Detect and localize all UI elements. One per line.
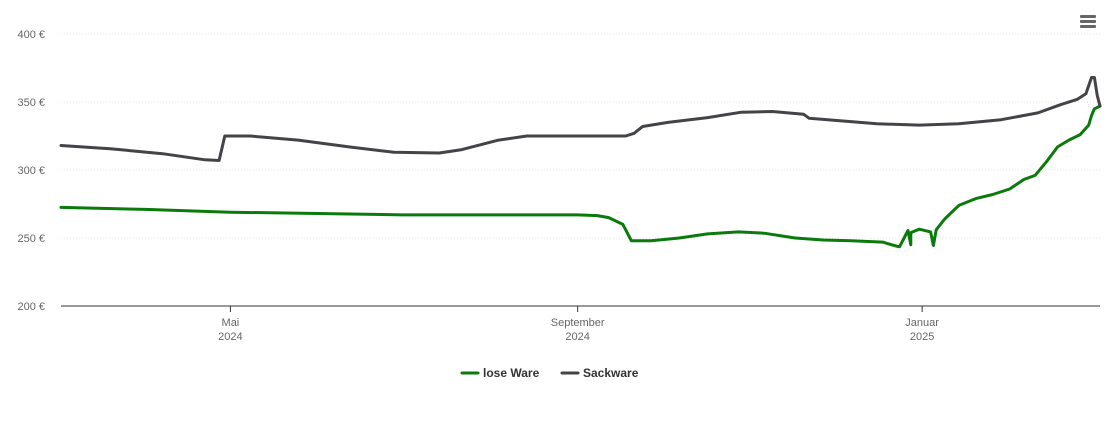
x-tick-label-month: Januar <box>905 317 939 329</box>
hamburger-menu-icon[interactable] <box>1076 11 1100 33</box>
x-axis: Mai 2024 September 2024 Januar 2025 <box>61 305 1100 343</box>
series-line-lose-ware[interactable] <box>59 104 1102 249</box>
legend-item-lose-ware[interactable]: lose Ware <box>460 366 540 380</box>
x-tick-label-year: 2024 <box>218 331 242 343</box>
plot-area <box>59 76 1102 249</box>
grid-lines <box>61 33 1100 239</box>
x-tick-label-month: September <box>551 317 605 329</box>
y-tick-label: 300 € <box>17 165 45 177</box>
y-tick-label: 250 € <box>17 233 45 245</box>
x-tick-label-year: 2025 <box>910 331 934 343</box>
legend-label-lose-ware: lose Ware <box>483 366 540 380</box>
y-tick-label: 350 € <box>17 97 45 109</box>
y-axis: 200 € 250 € 300 € 350 € 400 € <box>17 29 45 313</box>
y-tick-label: 400 € <box>17 29 45 41</box>
legend: lose Ware Sackware <box>460 366 639 380</box>
x-tick-label-month: Mai <box>222 317 240 329</box>
legend-item-sackware[interactable]: Sackware <box>560 366 639 380</box>
legend-label-sackware: Sackware <box>583 366 639 380</box>
y-tick-label: 200 € <box>17 301 45 313</box>
series-line-sackware[interactable] <box>59 76 1102 162</box>
x-tick-label-year: 2024 <box>565 331 589 343</box>
